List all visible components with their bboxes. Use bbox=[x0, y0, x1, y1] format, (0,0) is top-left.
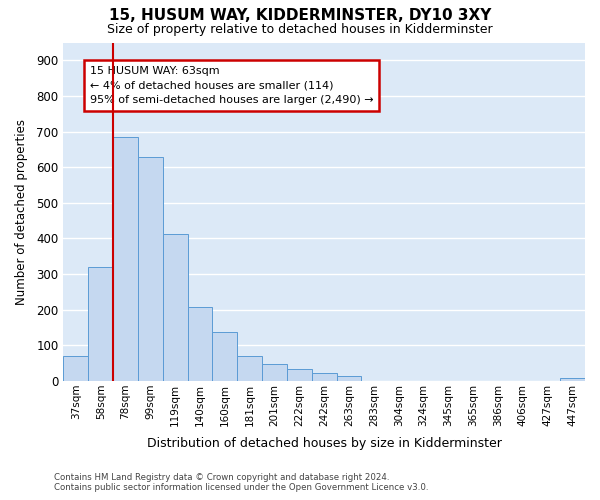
Bar bbox=[163, 234, 188, 381]
Bar bbox=[560, 378, 585, 381]
Bar bbox=[262, 364, 287, 381]
Bar bbox=[138, 157, 163, 381]
Bar bbox=[287, 369, 312, 381]
Bar bbox=[88, 267, 113, 381]
Bar bbox=[237, 356, 262, 381]
Bar bbox=[113, 137, 138, 381]
Bar bbox=[337, 376, 361, 381]
Bar bbox=[188, 307, 212, 381]
Bar bbox=[212, 332, 237, 381]
Text: Size of property relative to detached houses in Kidderminster: Size of property relative to detached ho… bbox=[107, 22, 493, 36]
Y-axis label: Number of detached properties: Number of detached properties bbox=[15, 118, 28, 304]
Text: Contains HM Land Registry data © Crown copyright and database right 2024.
Contai: Contains HM Land Registry data © Crown c… bbox=[54, 473, 428, 492]
Bar bbox=[312, 373, 337, 381]
Text: 15 HUSUM WAY: 63sqm
← 4% of detached houses are smaller (114)
95% of semi-detach: 15 HUSUM WAY: 63sqm ← 4% of detached hou… bbox=[89, 66, 373, 106]
Text: 15, HUSUM WAY, KIDDERMINSTER, DY10 3XY: 15, HUSUM WAY, KIDDERMINSTER, DY10 3XY bbox=[109, 8, 491, 22]
X-axis label: Distribution of detached houses by size in Kidderminster: Distribution of detached houses by size … bbox=[147, 437, 502, 450]
Bar bbox=[64, 356, 88, 381]
